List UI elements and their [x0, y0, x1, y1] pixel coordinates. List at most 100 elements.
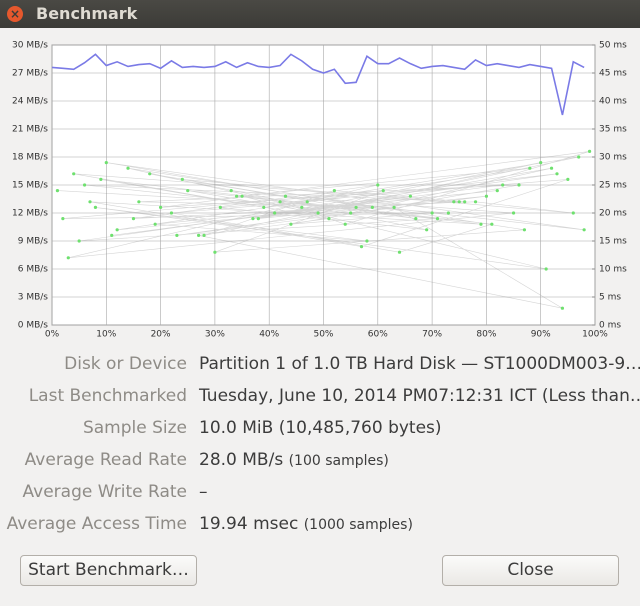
info-value-text: 28.0 MB/s: [199, 450, 284, 470]
access-point: [354, 205, 358, 209]
access-point: [262, 205, 266, 209]
y2-tick-label: 5 ms: [599, 293, 621, 303]
y-tick-label: 21 MB/s: [12, 125, 48, 135]
info-note: (1000 samples): [303, 517, 413, 533]
access-point: [66, 256, 70, 260]
access-point: [343, 222, 347, 226]
access-point: [365, 239, 369, 243]
access-point: [414, 217, 418, 221]
x-tick-label: 100%: [582, 330, 608, 340]
access-point: [517, 183, 521, 187]
access-point: [300, 205, 304, 209]
access-point: [256, 217, 260, 221]
access-point: [93, 205, 98, 209]
access-point: [61, 217, 65, 221]
y2-tick-label: 10 ms: [599, 265, 627, 275]
info-value: –: [199, 482, 208, 502]
access-point: [115, 228, 119, 232]
access-point: [159, 205, 163, 209]
y2-tick-label: 40 ms: [599, 97, 627, 107]
x-tick-label: 30%: [205, 330, 225, 340]
y-tick-label: 18 MB/s: [12, 153, 48, 163]
access-point: [452, 200, 456, 204]
access-point: [283, 194, 288, 198]
close-window-button[interactable]: ×: [7, 6, 23, 22]
access-point: [289, 222, 293, 226]
access-point: [240, 194, 244, 198]
info-value: 28.0 MB/s (100 samples): [199, 450, 389, 470]
info-row: Disk or Device Partition 1 of 1.0 TB Hard…: [0, 350, 640, 380]
benchmark-chart: 0 MB/s 3 MB/s 6 MB/s 9 MB/s 12 MB/s 15 MB/s 18…: [12, 41, 627, 340]
info-value: 19.94 msec (1000 samples): [199, 514, 413, 534]
access-point: [110, 233, 114, 237]
info-value-text: Tuesday, June 10, 2014 PM07:12:31 ICT (L…: [199, 386, 640, 406]
info-note: (100 samples): [288, 453, 389, 469]
access-point: [370, 205, 374, 209]
y-tick-label: 24 MB/s: [12, 97, 48, 107]
access-point: [126, 166, 130, 170]
info-label: Average Read Rate: [24, 450, 187, 470]
y-tick-label: 3 MB/s: [18, 293, 49, 303]
info-row: Last Benchmarked Tuesday, June 10, 2014 P…: [0, 382, 640, 412]
info-row: Sample Size 10.0 MiB (10,485,760 bytes): [0, 414, 640, 444]
access-point: [77, 239, 81, 243]
access-point: [571, 211, 575, 215]
x-tick-label: 50%: [313, 330, 333, 340]
y2-tick-label: 20 ms: [599, 209, 627, 219]
access-point: [381, 189, 385, 193]
access-point: [137, 200, 141, 204]
access-point: [463, 200, 467, 204]
x-tick-label: 90%: [531, 330, 551, 340]
access-point: [484, 194, 488, 198]
access-point: [229, 189, 233, 193]
title-bar: × Benchmark: [0, 0, 640, 28]
info-row: Average Read Rate 28.0 MB/s (100 samples): [0, 446, 640, 476]
close-button[interactable]: Close: [442, 555, 619, 586]
access-point: [131, 217, 136, 221]
access-point: [82, 183, 87, 187]
access-point: [235, 194, 239, 198]
access-point: [55, 189, 60, 193]
access-point: [522, 228, 527, 232]
access-point: [435, 217, 440, 221]
access-point: [549, 166, 554, 170]
access-point: [457, 200, 461, 204]
access-point: [473, 200, 478, 204]
info-label: Average Access Time: [6, 514, 187, 534]
y2-tick-label: 15 ms: [599, 237, 627, 247]
y2-tick-label: 25 ms: [599, 181, 627, 191]
access-point: [104, 161, 108, 165]
x-tick-label: 0%: [45, 330, 60, 340]
info-value-text: 10.0 MiB (10,485,760 bytes): [199, 418, 442, 438]
y-tick-label: 30 MB/s: [12, 41, 48, 51]
access-point: [305, 200, 309, 204]
y-tick-label: 12 MB/s: [12, 209, 48, 219]
access-point: [544, 267, 548, 271]
read-rate-line: [51, 53, 585, 116]
start-benchmark-button[interactable]: Start Benchmark…: [20, 555, 197, 586]
info-label: Sample Size: [82, 418, 187, 438]
access-point: [397, 250, 402, 254]
info-label: Disk or Device: [64, 354, 187, 374]
info-value-text: 19.94 msec: [199, 514, 299, 534]
access-point: [218, 205, 222, 209]
access-point: [186, 189, 190, 193]
y2-tick-label: 35 ms: [599, 125, 627, 135]
x-tick-label: 80%: [476, 330, 496, 340]
info-value: 10.0 MiB (10,485,760 bytes): [199, 418, 442, 438]
access-point: [99, 177, 103, 181]
info-value-text: Partition 1 of 1.0 TB Hard Disk — ST1000…: [199, 354, 640, 374]
access-point: [332, 189, 336, 193]
info-label: Last Benchmarked: [28, 386, 187, 406]
info-value-text: –: [199, 482, 208, 502]
info-label: Average Write Rate: [22, 482, 187, 502]
access-point: [180, 177, 184, 181]
access-point: [490, 222, 494, 226]
access-point: [359, 245, 364, 249]
access-point: [446, 211, 450, 215]
access-point: [153, 222, 157, 226]
y2-tick-label: 50 ms: [599, 41, 627, 51]
window-title: Benchmark: [36, 4, 138, 23]
y2-tick-label: 45 ms: [599, 69, 627, 79]
access-point: [72, 172, 76, 176]
